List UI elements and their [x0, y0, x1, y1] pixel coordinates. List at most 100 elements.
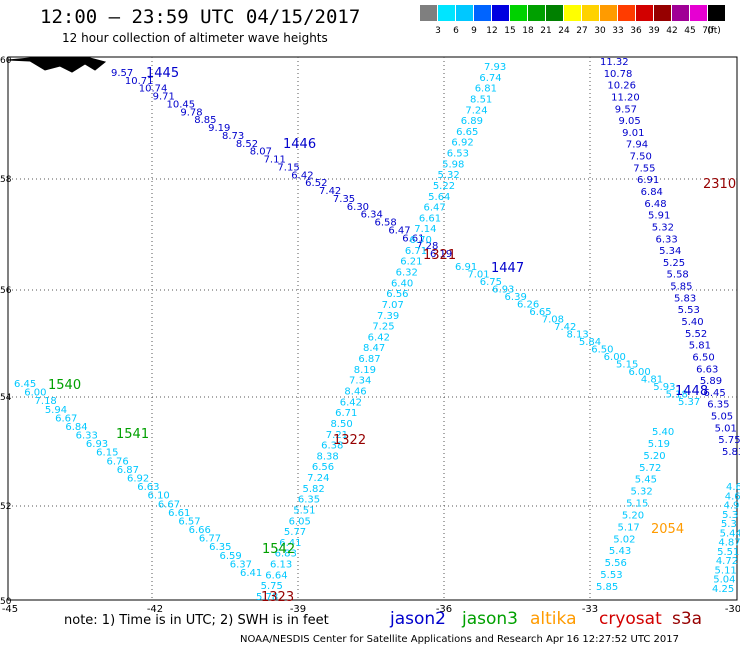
swh-value-label: 5.04 [713, 575, 735, 586]
swh-value-label: 6.56 [312, 462, 334, 473]
swh-value-label: 5.11 [715, 565, 737, 576]
lon-tick-label: -42 [147, 604, 163, 615]
swh-value-label: 6.34 [361, 210, 383, 221]
swh-value-label: 7.28 [416, 241, 438, 252]
swh-value-label: 8.07 [250, 147, 272, 158]
color-level-label: 45 [684, 26, 696, 36]
swh-value-label: 6.30 [347, 202, 369, 213]
legend-altika: altika [530, 609, 577, 629]
swh-value-label: 6.33 [655, 234, 677, 245]
swh-value-label: 5.40 [681, 317, 703, 328]
legend-cryosat: cryosat [599, 609, 662, 629]
color-unit-label: (ft) [707, 26, 721, 36]
swh-value-label: 6.64 [265, 570, 287, 581]
swh-value-label: 6.15 [96, 448, 118, 459]
swh-value-label: 5.84 [579, 337, 601, 348]
swh-value-label: 10.71 [125, 76, 154, 87]
swh-value-label: 5.83 [674, 293, 696, 304]
swh-value-label: 5.75 [261, 581, 283, 592]
map-frame [7, 56, 738, 601]
swh-value-label: 4.72 [716, 556, 738, 567]
swh-value-label: 10.26 [607, 81, 636, 92]
swh-value-label: 6.42 [291, 170, 313, 181]
map-footer: NOAA/NESDIS Center for Satellite Applica… [240, 634, 679, 645]
swh-value-label: 5.01 [715, 423, 737, 434]
swh-value-label: 7.24 [465, 105, 487, 116]
color-level-label: 24 [558, 26, 570, 36]
color-level-label: 18 [522, 26, 534, 36]
swh-value-label: 6.58 [375, 218, 397, 229]
swh-value-label: 8.52 [236, 139, 258, 150]
swh-value-label: 8.73 [222, 131, 244, 142]
swh-value-label: 7.93 [484, 62, 506, 73]
color-level-label: 30 [594, 26, 606, 36]
swh-value-label: 4.25 [712, 584, 734, 595]
swh-value-label: 5.83 [722, 447, 740, 458]
swh-value-label: 5.85 [596, 582, 618, 593]
swh-value-label: 5.78 [256, 592, 278, 603]
swh-value-label: 5.85 [670, 282, 692, 293]
swh-value-label: 5.15 [616, 360, 638, 371]
track-pass-label: 1447 [491, 261, 524, 276]
track-pass-label: 2310 [703, 177, 736, 192]
track-pass-label: 1541 [116, 427, 149, 442]
swh-value-label: 6.40 [391, 278, 413, 289]
swh-value-label: 4.6 [726, 482, 740, 493]
swh-value-label: 5.52 [685, 329, 707, 340]
swh-value-label: 6.61 [419, 213, 441, 224]
color-swatch [636, 5, 653, 21]
swh-value-label: 6.00 [628, 367, 650, 378]
swh-value-label: 5.3 [722, 510, 738, 521]
swh-value-label: 4.87 [718, 538, 740, 549]
swh-value-label: 6.52 [305, 178, 327, 189]
lon-tick-label: -45 [2, 604, 18, 615]
swh-value-label: 9.01 [622, 128, 644, 139]
swh-value-label: 5.32 [437, 170, 459, 181]
track-pass-label: 1321 [423, 248, 456, 263]
swh-value-label: 8.50 [330, 419, 352, 430]
swh-value-label: 5.17 [618, 522, 640, 533]
swh-value-label: 5.64 [428, 192, 450, 203]
track-pass-label: 2054 [651, 522, 684, 537]
lon-tick-label: -39 [290, 604, 306, 615]
swh-value-label: 8.51 [470, 94, 492, 105]
swh-value-label: 7.24 [307, 473, 329, 484]
swh-value-label: 6.76 [106, 456, 128, 467]
swh-value-label: 5.3 [721, 519, 737, 530]
swh-value-label: 6.87 [117, 465, 139, 476]
swh-value-label: 5.93 [653, 382, 675, 393]
swh-value-label: 6.83 [275, 549, 297, 560]
color-level-label: 6 [453, 26, 459, 36]
swh-value-label: 5.56 [605, 558, 627, 569]
swh-value-label: 6.50 [692, 352, 714, 363]
swh-value-label: 8.46 [344, 386, 366, 397]
swh-value-label: 6.63 [137, 482, 159, 493]
lat-tick-label: 52 [0, 502, 11, 512]
color-swatch [582, 5, 599, 21]
swh-value-label: 6.56 [386, 289, 408, 300]
track-pass-label: 1446 [283, 137, 316, 152]
greenland-coast [7, 57, 107, 73]
color-level-label: 36 [630, 26, 642, 36]
swh-value-label: 7.21 [326, 430, 348, 441]
swh-value-label: 7.34 [349, 376, 371, 387]
swh-value-label: 11.32 [600, 57, 629, 68]
swh-value-label: 5.51 [717, 547, 739, 558]
swh-value-label: 7.42 [319, 186, 341, 197]
swh-value-label: 5.53 [600, 570, 622, 581]
swh-value-label: 6.37 [230, 559, 252, 570]
swh-value-label: 10.74 [139, 84, 168, 95]
swh-value-label: 6.42 [368, 332, 390, 343]
swh-value-label: 5.32 [630, 487, 652, 498]
swh-value-label: 5.91 [648, 211, 670, 222]
color-swatch [474, 5, 491, 21]
swh-value-label: 6.67 [55, 413, 77, 424]
swh-value-label: 5.51 [293, 505, 315, 516]
track-pass-label: 1542 [262, 542, 295, 557]
swh-value-label: 6.10 [148, 491, 170, 502]
lon-tick-label: -30 [725, 604, 740, 615]
swh-value-label: 5.89 [700, 376, 722, 387]
swh-value-label: 8.85 [194, 115, 216, 126]
swh-value-label: 6.35 [298, 495, 320, 506]
lat-tick-label: 56 [0, 286, 12, 296]
